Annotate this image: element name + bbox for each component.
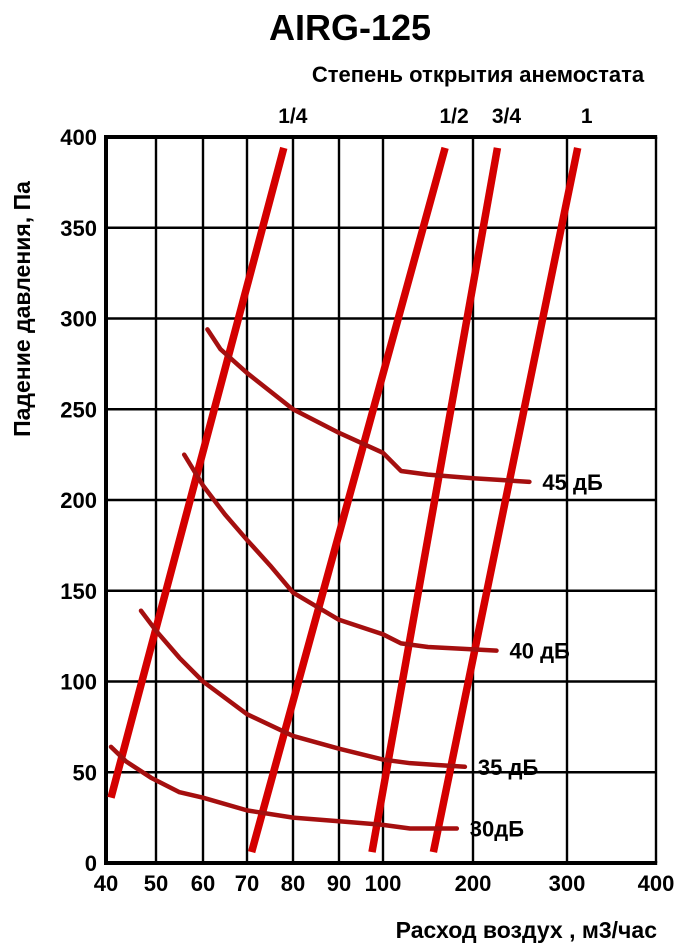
chart-generated-layer: 1/4 1/2 3/4 1 45 дБ 40 дБ 35 дБ 30дБ 40 50 60 70 80 9… [60, 105, 674, 896]
y-tick-label-150: 150 [60, 579, 97, 604]
top-axis-tick-1-2: 1/2 [439, 105, 468, 128]
noise-curve-35-дБ [138, 608, 468, 770]
y-tick-label-250: 250 [60, 397, 97, 422]
x-tick-label-300: 300 [549, 871, 586, 896]
x-axis-title: Расход воздух , м3/час [396, 917, 658, 943]
top-axis-tick-1-4: 1/4 [278, 105, 308, 128]
y-tick-label-200: 200 [60, 488, 97, 513]
y-axis-title: Падение давления, Па [9, 181, 35, 437]
top-axis-tick-3-4: 3/4 [492, 105, 522, 128]
noise-label-35-дБ: 35 дБ [478, 755, 539, 780]
noise-label-45-дБ: 45 дБ [542, 470, 603, 495]
opening-line-1 [429, 147, 582, 853]
y-tick-label-400: 400 [60, 125, 97, 150]
y-tick-label-100: 100 [60, 670, 97, 695]
noise-label-40-дБ: 40 дБ [510, 639, 571, 664]
x-tick-label-80: 80 [281, 871, 305, 896]
x-tick-label-90: 90 [327, 871, 351, 896]
x-tick-label-100: 100 [365, 871, 402, 896]
x-tick-label-400: 400 [638, 871, 675, 896]
top-axis-title: Степень открытия анемостата [312, 62, 645, 87]
y-tick-label-50: 50 [73, 760, 97, 785]
top-axis-tick-1: 1 [581, 105, 593, 128]
noise-curve-45-дБ [205, 327, 532, 485]
x-tick-label-40: 40 [94, 871, 118, 896]
opening-line-3-4 [368, 147, 502, 853]
x-tick-label-70: 70 [235, 871, 259, 896]
x-tick-label-200: 200 [455, 871, 492, 896]
noise-curve-30дБ [108, 744, 460, 831]
noise-curve-40-дБ [181, 452, 499, 653]
x-tick-label-50: 50 [144, 871, 168, 896]
y-tick-label-0: 0 [85, 851, 97, 876]
y-tick-label-350: 350 [60, 216, 97, 241]
y-tick-label-300: 300 [60, 307, 97, 332]
opening-line-1-2 [247, 146, 449, 854]
chart-title: AIRG-125 [269, 7, 431, 48]
x-tick-label-60: 60 [191, 871, 215, 896]
noise-label-30дБ: 30дБ [470, 817, 524, 842]
